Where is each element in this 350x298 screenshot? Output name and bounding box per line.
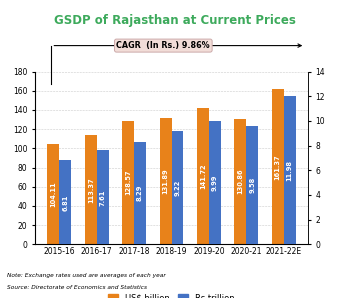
Text: GSDP of Rajasthan at Current Prices: GSDP of Rajasthan at Current Prices	[54, 14, 296, 27]
Bar	[97, 150, 109, 244]
Bar	[134, 142, 146, 244]
Text: 161.37: 161.37	[275, 154, 281, 180]
Bar	[85, 136, 97, 244]
Bar	[197, 108, 209, 244]
Bar	[47, 145, 60, 244]
Text: 131.89: 131.89	[162, 168, 168, 194]
Text: 7.61: 7.61	[100, 189, 106, 206]
Text: 6.81: 6.81	[62, 194, 68, 210]
Bar	[160, 118, 172, 244]
Bar	[234, 119, 246, 244]
Text: 104.11: 104.11	[50, 181, 56, 207]
Text: Note: Exchange rates used are averages of each year: Note: Exchange rates used are averages o…	[7, 273, 166, 278]
Text: 9.22: 9.22	[175, 179, 181, 195]
Bar	[122, 121, 134, 244]
Text: 130.86: 130.86	[237, 169, 243, 194]
Bar	[284, 97, 296, 244]
Text: Source: Directorate of Economics and Statistics: Source: Directorate of Economics and Sta…	[7, 285, 147, 290]
Bar	[246, 126, 258, 244]
Text: 9.58: 9.58	[249, 177, 255, 193]
Text: CAGR  (In Rs.) 9.86%: CAGR (In Rs.) 9.86%	[117, 41, 210, 50]
Text: 113.37: 113.37	[88, 177, 94, 203]
Text: 11.98: 11.98	[287, 160, 293, 181]
Text: 128.57: 128.57	[125, 170, 131, 195]
Text: 8.29: 8.29	[137, 185, 143, 201]
Bar	[272, 89, 284, 244]
Text: 9.99: 9.99	[212, 175, 218, 191]
Bar	[209, 121, 221, 244]
Text: 141.72: 141.72	[200, 164, 206, 189]
Bar	[60, 160, 71, 244]
Legend: US$ billion, Rs trillion: US$ billion, Rs trillion	[105, 290, 238, 298]
Bar	[172, 131, 183, 244]
